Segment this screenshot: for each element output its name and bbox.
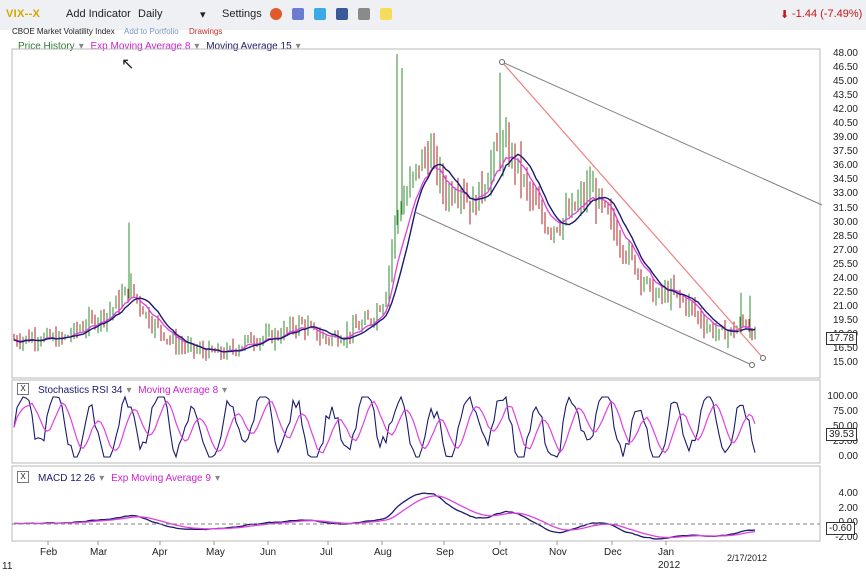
add-to-portfolio-link[interactable]: Add to Portfolio (124, 27, 179, 36)
ticker-symbol[interactable]: VIX--X (6, 8, 41, 20)
main-y-tick: 21.00 (832, 300, 858, 312)
stoch-last-value: 39.53 (826, 428, 858, 441)
interval-select[interactable]: Daily (138, 8, 163, 20)
print-icon[interactable] (358, 8, 370, 20)
main-y-tick: 45.00 (832, 76, 858, 88)
main-y-tick: 40.50 (832, 118, 858, 130)
main-y-tick: 43.50 (832, 90, 858, 102)
legend-price-history[interactable]: Price History (18, 41, 75, 52)
note-icon[interactable] (380, 8, 392, 20)
legend-macd[interactable]: MACD 12 26 (38, 473, 96, 484)
book-icon[interactable] (292, 8, 304, 20)
main-y-tick: 30.00 (832, 216, 858, 228)
twitter-icon[interactable] (314, 8, 326, 20)
trend-anchor-top (499, 59, 505, 65)
x-tick-label: Aug (374, 547, 392, 558)
legend-ema[interactable]: Exp Moving Average 8 (90, 41, 191, 52)
stoch-y-tick: 50.00 (832, 421, 858, 432)
mouse-cursor-icon: ↖ (121, 56, 135, 73)
stoch-rsi-line (13, 395, 756, 459)
trend-anchor-bottom (760, 355, 766, 361)
stoch-close-icon[interactable]: X (17, 383, 29, 395)
year-right-label: 2012 (658, 560, 681, 571)
settings-button[interactable]: Settings (222, 8, 262, 20)
x-tick-label: Mar (90, 547, 108, 558)
channel-upper-line (501, 61, 823, 206)
stoch-panel-frame (11, 379, 821, 464)
main-y-tick: 36.00 (832, 160, 858, 172)
x-tick-label: Nov (549, 547, 567, 558)
instrument-name: CBOE Market Volatility Index (12, 27, 115, 36)
x-tick-label: Jul (320, 547, 333, 558)
macd-line (13, 492, 756, 540)
macd-signal-line (13, 495, 756, 539)
main-y-tick: 16.50 (832, 342, 858, 354)
main-y-tick: 15.00 (832, 357, 858, 368)
drawings-link[interactable]: Drawings (189, 27, 223, 36)
alarm-icon[interactable] (270, 8, 282, 20)
macd-close-icon[interactable]: X (17, 471, 29, 483)
main-panel-frame (11, 48, 821, 379)
macd-panel-frame (11, 465, 821, 542)
channel-lower-line (414, 211, 753, 366)
x-tick-label: Sep (436, 547, 454, 558)
price-change: -1.44 (-7.49%) (792, 8, 863, 20)
macd-y-tick: 2.00 (838, 502, 858, 514)
x-tick-label: Jan (658, 547, 675, 558)
date-label: 2/17/2012 (727, 553, 768, 563)
legend-stoch-rsi[interactable]: Stochastics RSI 34 (38, 385, 123, 396)
macd-legend: MACD 12 26 ▾ Exp Moving Average 9 ▾ (38, 473, 220, 484)
main-y-tick: 27.00 (832, 244, 858, 256)
main-y-tick: 48.00 (832, 48, 858, 59)
legend-stoch-ma[interactable]: Moving Average 8 (138, 385, 219, 396)
main-y-tick: 46.50 (832, 62, 858, 74)
main-y-tick: 37.50 (832, 146, 858, 158)
ema-8-line (13, 155, 756, 353)
main-y-tick: 24.00 (832, 272, 858, 284)
subheader: CBOE Market Volatility Index Add to Port… (0, 26, 866, 40)
toolbar: VIX--X Add Indicator Daily ▾ Settings ⬇ … (0, 0, 866, 30)
x-tick-label: Apr (152, 547, 168, 558)
main-last-value: 17.78 (826, 332, 858, 345)
stoch-ma-line (13, 400, 756, 454)
x-tick-label: Dec (604, 547, 622, 558)
legend-ma[interactable]: Moving Average 15 (206, 41, 292, 52)
main-y-tick: 22.50 (832, 286, 858, 298)
macd-y-tick: 4.00 (838, 488, 858, 499)
main-y-tick: 42.00 (832, 104, 858, 116)
year-left-label: 11 (2, 561, 13, 572)
ma-15-line (13, 153, 756, 353)
down-arrow-icon: ⬇ (780, 9, 790, 21)
main-y-tick: 28.50 (832, 230, 858, 242)
main-y-tick: 19.50 (832, 314, 858, 326)
stoch-y-tick: 0.00 (838, 451, 858, 462)
stoch-y-tick: 100.00 (827, 391, 858, 402)
stoch-y-tick: 25.00 (832, 436, 858, 447)
x-tick-label: Oct (492, 547, 508, 558)
channel-anchor (749, 362, 755, 368)
stoch-legend: Stochastics RSI 34 ▾ Moving Average 8 ▾ (38, 385, 228, 396)
legend-macd-ema[interactable]: Exp Moving Average 9 (111, 473, 211, 484)
facebook-icon[interactable] (336, 8, 348, 20)
x-tick-label: Feb (40, 547, 58, 558)
macd-last-value: -0.60 (826, 522, 855, 535)
main-y-tick: 25.50 (832, 258, 858, 270)
main-y-tick: 31.50 (832, 202, 858, 214)
trend-line (501, 61, 764, 359)
macd-y-tick: -2.00 (835, 532, 858, 543)
x-tick-label: May (206, 547, 225, 558)
main-y-tick: 34.50 (832, 174, 858, 186)
main-legend: Price History ▾ Exp Moving Average 8 ▾ Mov… (18, 41, 301, 52)
main-y-tick: 33.00 (832, 188, 858, 200)
x-tick-label: Jun (260, 547, 277, 558)
interval-dropdown-icon[interactable]: ▾ (200, 9, 206, 21)
main-y-tick: 39.00 (832, 132, 858, 144)
stoch-y-tick: 75.00 (832, 406, 858, 417)
add-indicator-button[interactable]: Add Indicator (66, 8, 131, 20)
